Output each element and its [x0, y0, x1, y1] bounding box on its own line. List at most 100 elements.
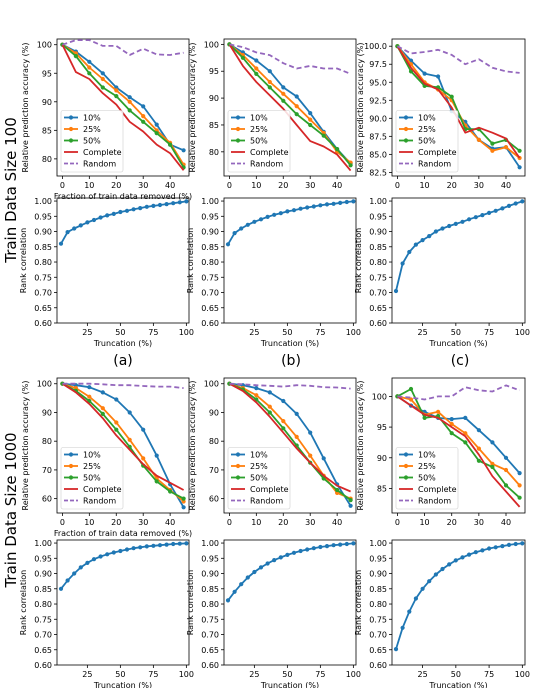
y-axis-label: Relative prediction accuracy (%): [21, 43, 30, 173]
x-tick-label: 20: [111, 181, 121, 190]
y-tick-label: 0.90: [201, 228, 219, 237]
legend-marker: [68, 115, 74, 120]
y-tick-label: 0.80: [369, 258, 387, 267]
data-point: [473, 215, 478, 220]
data-point: [272, 558, 277, 563]
data-point: [91, 557, 97, 562]
data-point: [447, 562, 452, 567]
y-tick-label: 0.65: [201, 646, 219, 655]
data-point: [351, 541, 356, 546]
data-point: [420, 238, 425, 243]
y-axis-label: Rank correlation: [354, 570, 363, 635]
data-point: [422, 415, 427, 420]
legend-marker: [68, 463, 74, 469]
y-tick-label: 0.85: [201, 585, 219, 594]
legend-label: Random: [83, 497, 116, 506]
data-point: [278, 211, 283, 216]
series-line-complete: [396, 45, 521, 159]
x-tick-label: 25: [82, 328, 92, 337]
data-point: [254, 71, 259, 76]
chart-rank-100-a: 0.60 0.65 0.70 0.75 0.80 0.85 0.90 0.95 1.00 25 50…: [19, 197, 194, 348]
y-tick-label: 0.60: [34, 319, 52, 328]
data-point: [433, 572, 438, 577]
data-point: [517, 148, 522, 153]
x-tick-label: 100: [346, 328, 361, 337]
data-point: [114, 397, 119, 402]
data-point: [111, 550, 116, 555]
plot-frame: [56, 197, 190, 324]
series-line-50pct: [396, 45, 521, 152]
data-point: [78, 223, 83, 228]
legend-marker: [235, 115, 241, 120]
data-point: [285, 209, 290, 214]
legend-marker: [68, 126, 74, 132]
y-tick-label: 0.70: [34, 289, 52, 298]
data-point: [490, 141, 495, 146]
data-point: [267, 404, 272, 409]
data-point: [151, 203, 156, 208]
data-point: [141, 119, 146, 124]
data-point: [254, 66, 259, 71]
series-line-random: [62, 39, 184, 56]
data-point: [87, 59, 92, 64]
y-tick-label: 80: [42, 155, 52, 164]
data-point: [408, 397, 414, 402]
data-point: [467, 217, 472, 222]
data-point: [85, 560, 90, 566]
data-point: [58, 241, 64, 246]
data-point: [500, 206, 505, 211]
row-label-train-100: Train Data Size 100: [2, 117, 20, 264]
y-tick-label: 100: [204, 40, 219, 49]
data-point: [348, 163, 353, 168]
data-point: [520, 199, 525, 204]
chart-rank-100-c: 0.60 0.65 0.70 0.75 0.80 0.85 0.90 0.95 1.00 25 50…: [354, 197, 530, 348]
data-point: [348, 503, 353, 508]
x-tick-label: 75: [484, 670, 494, 679]
data-point: [138, 206, 143, 211]
data-point: [348, 498, 353, 503]
x-axis-label: Truncation (%): [93, 681, 152, 688]
data-point: [517, 165, 522, 170]
legend-box: [227, 110, 291, 173]
data-point: [463, 415, 468, 420]
legend-label: 50%: [250, 474, 268, 483]
legend-label: 10%: [83, 114, 101, 123]
plot-frame: [223, 539, 357, 666]
y-tick-label: 95.0: [369, 78, 387, 87]
data-point: [513, 201, 518, 206]
y-tick-label: 0.85: [369, 585, 387, 594]
legend-label: 10%: [250, 114, 268, 123]
data-point: [294, 112, 299, 117]
legend-label: Random: [418, 497, 451, 506]
x-tick-label: 100: [179, 328, 194, 337]
data-point: [294, 104, 299, 109]
data-point: [100, 85, 105, 90]
data-point: [254, 386, 259, 391]
data-point: [338, 542, 343, 547]
y-tick-label: 0.90: [34, 570, 52, 579]
y-tick-label: 85: [42, 126, 52, 135]
x-tick-label: 25: [417, 328, 427, 337]
data-point: [294, 411, 299, 416]
legend-marker: [403, 463, 409, 469]
data-point: [272, 212, 277, 217]
y-tick-label: 0.95: [369, 554, 387, 563]
data-point: [258, 565, 264, 570]
data-point: [232, 231, 237, 236]
y-tick-label: 0.65: [34, 304, 52, 313]
data-point: [131, 207, 136, 212]
series-line-complete: [228, 382, 351, 493]
data-point: [436, 409, 441, 414]
x-tick-label: 0: [60, 181, 65, 190]
data-point: [105, 213, 110, 218]
x-tick-label: 50: [115, 328, 125, 337]
x-tick-label: 25: [249, 670, 259, 679]
y-tick-label: 0.95: [201, 554, 219, 563]
y-tick-label: 0.80: [369, 600, 387, 609]
data-point: [440, 566, 445, 572]
legend-marker: [68, 138, 74, 143]
data-point: [308, 122, 313, 128]
data-point: [493, 208, 498, 213]
series-line-50pct: [61, 382, 185, 500]
data-point: [447, 223, 452, 229]
